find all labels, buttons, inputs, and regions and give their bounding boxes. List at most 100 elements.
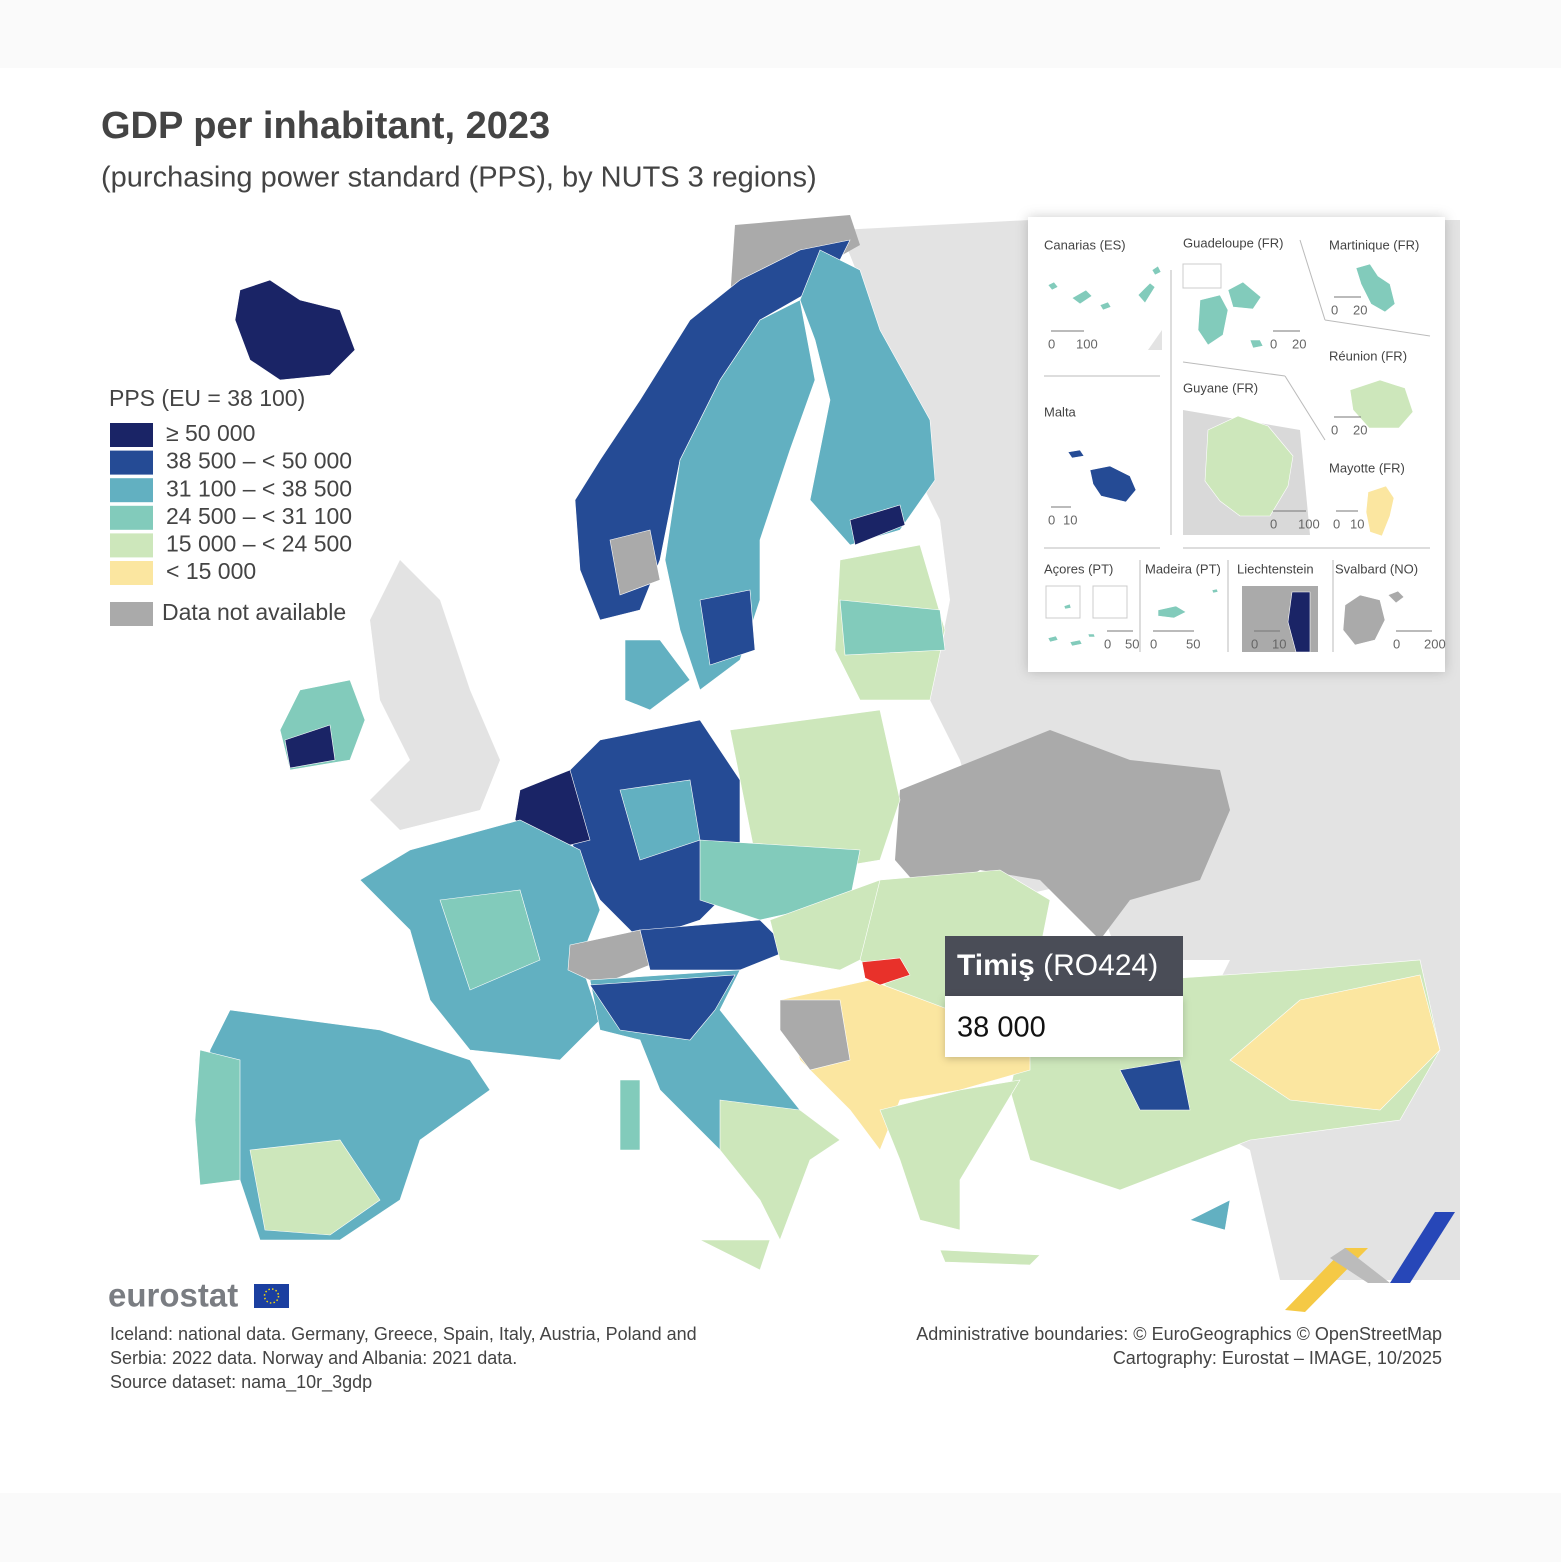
selected-region[interactable] <box>861 957 911 986</box>
inset-label: Açores (PT) <box>1044 561 1113 576</box>
legend-label: < 15 000 <box>166 558 256 584</box>
region <box>589 974 736 1041</box>
region <box>567 929 651 986</box>
region-code: (RO424) <box>1043 949 1158 982</box>
scale-label: 10 <box>1272 636 1286 651</box>
top-band <box>0 0 1561 68</box>
scale-label: 50 <box>1186 636 1200 651</box>
scale-label: 0 <box>1270 336 1277 351</box>
ukraine <box>895 730 1230 940</box>
footer-note: Source dataset: nama_10r_3gdp <box>110 1372 372 1393</box>
scale-label: 50 <box>1125 636 1139 651</box>
scale-label: 0 <box>1393 636 1400 651</box>
inset-label: Svalbard (NO) <box>1335 561 1418 576</box>
legend-swatch <box>110 505 153 530</box>
legend-label: 31 100 – < 38 500 <box>166 475 352 501</box>
inset-label: Martinique (FR) <box>1329 237 1419 252</box>
region <box>779 999 851 1071</box>
region <box>1229 974 1441 1111</box>
scale-label: 0 <box>1331 302 1338 317</box>
footer-note: Iceland: national data. Germany, Greece,… <box>110 1324 697 1344</box>
inset-land <box>1148 330 1162 350</box>
region <box>719 1099 841 1241</box>
inset-shape <box>1157 588 1219 619</box>
legend-swatch <box>110 533 153 558</box>
scale-label: 20 <box>1353 422 1367 437</box>
tooltip-value: 38 000 <box>957 1012 1046 1044</box>
inset-locator <box>1045 585 1081 619</box>
inset-label: Canarias (ES) <box>1044 237 1126 252</box>
region <box>639 919 791 971</box>
region <box>879 1079 1021 1231</box>
region-name: Timiş <box>957 949 1035 982</box>
footer: Iceland: national data. Germany, Greece,… <box>110 1324 1442 1393</box>
inset-dividers <box>1044 239 1431 652</box>
tooltip-header <box>945 936 1183 996</box>
scale-label: 20 <box>1292 336 1306 351</box>
region <box>249 1139 381 1236</box>
region <box>699 1239 771 1271</box>
inset-label: Mayotte (FR) <box>1329 460 1405 475</box>
region <box>194 1049 241 1186</box>
region <box>799 249 936 546</box>
region <box>849 504 906 546</box>
legend-label: ≥ 50 000 <box>166 420 255 446</box>
legend-swatch <box>110 423 153 447</box>
region <box>939 1249 1041 1266</box>
inset-label: Malta <box>1044 404 1077 419</box>
inset-shape <box>1349 379 1414 429</box>
tooltip-title: Timiş (RO424) <box>957 949 1158 982</box>
uk-land <box>370 560 500 830</box>
inset-shape <box>1067 449 1137 503</box>
inset-label: Guyane (FR) <box>1183 380 1258 395</box>
footer-credit: Administrative boundaries: © EuroGeograp… <box>916 1324 1442 1344</box>
region <box>234 279 356 381</box>
footer-note: Serbia: 2022 data. Norway and Albania: 2… <box>110 1348 517 1368</box>
deco-blue <box>1390 1212 1455 1283</box>
region <box>1189 1199 1231 1231</box>
deco-gray <box>1330 1248 1390 1283</box>
subtitle: (purchasing power standard (PPS), by NUT… <box>101 162 817 194</box>
inset-shape <box>1342 590 1405 646</box>
scale-label: 10 <box>1063 512 1077 527</box>
inset-label: Madeira (PT) <box>1145 561 1221 576</box>
legend-swatch <box>110 450 153 475</box>
eu-flag <box>254 1284 289 1308</box>
region <box>284 724 336 769</box>
bottom-band <box>0 1493 1561 1562</box>
region <box>574 239 851 621</box>
scale-label: 100 <box>1298 516 1320 531</box>
scale-label: 0 <box>1048 336 1055 351</box>
inset-shape <box>1047 265 1162 311</box>
tooltip: Timiş (RO424) 38 000 <box>945 936 1183 1057</box>
inset-shape <box>1047 603 1096 647</box>
eu-stars <box>263 1288 280 1304</box>
footer-credit: Cartography: Eurostat – IMAGE, 10/2025 <box>1113 1348 1442 1368</box>
logo: eurostat <box>108 1277 238 1314</box>
scale-label: 0 <box>1251 636 1258 651</box>
legend-swatch <box>110 602 153 626</box>
region <box>664 299 816 691</box>
inset-shape <box>1204 415 1294 517</box>
legend-label: Data not available <box>162 599 346 625</box>
legend-swatch <box>110 478 153 503</box>
inset-shape <box>1365 485 1395 537</box>
region <box>624 639 691 711</box>
inset-locator <box>1092 585 1128 619</box>
scale-label: 0 <box>1333 516 1340 531</box>
scale-label: 10 <box>1350 516 1364 531</box>
region <box>439 889 541 991</box>
region <box>609 529 661 596</box>
inset-shape <box>1355 263 1396 313</box>
inset-label: Réunion (FR) <box>1329 348 1407 363</box>
region <box>1119 1059 1191 1111</box>
legend-label: 15 000 – < 24 500 <box>166 530 352 556</box>
region <box>699 589 756 666</box>
legend-swatch <box>110 561 153 585</box>
scale-label: 0 <box>1150 636 1157 651</box>
